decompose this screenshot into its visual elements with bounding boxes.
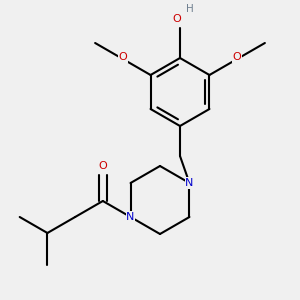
Text: O: O <box>233 52 242 62</box>
Text: N: N <box>126 212 135 222</box>
Text: O: O <box>98 161 107 171</box>
Text: H: H <box>186 4 194 14</box>
Text: O: O <box>118 52 127 62</box>
Text: N: N <box>185 178 194 188</box>
Text: O: O <box>172 14 181 24</box>
